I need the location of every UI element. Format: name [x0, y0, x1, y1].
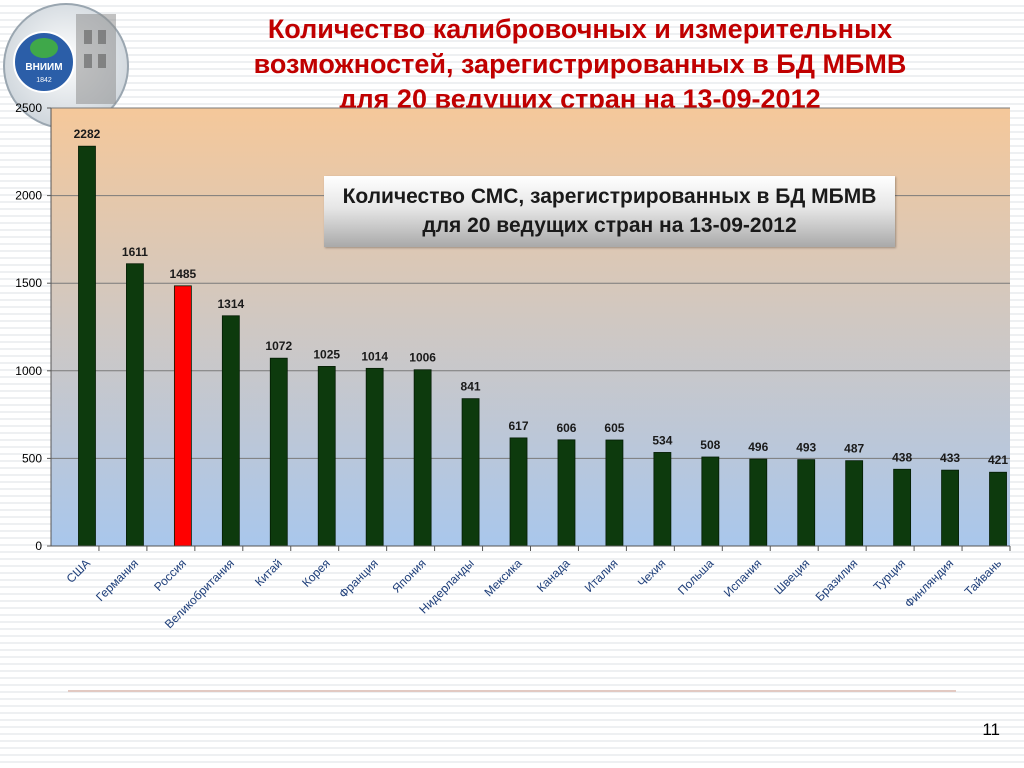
bar-17 — [845, 460, 864, 547]
data-label: 2282 — [74, 127, 101, 141]
bar-6 — [317, 366, 336, 547]
bar-7 — [365, 367, 384, 547]
data-label: 1314 — [217, 297, 244, 311]
x-tick-label: Бразилия — [813, 556, 861, 604]
data-label: 617 — [509, 419, 529, 433]
chart-title: Количество СМС, зарегистрированных в БД … — [324, 176, 895, 247]
data-label: 606 — [556, 421, 576, 435]
bar-4 — [221, 315, 240, 547]
bar-11 — [557, 439, 576, 547]
logo-text: ВНИИМ — [25, 62, 62, 73]
x-tick-label: Польша — [675, 556, 717, 598]
y-tick-label: 1500 — [15, 276, 42, 290]
x-tick-label: Корея — [299, 556, 333, 590]
x-tick-label: Турция — [871, 556, 909, 594]
data-label: 421 — [988, 453, 1008, 467]
bar-14 — [701, 456, 720, 547]
data-label: 1611 — [122, 245, 148, 259]
data-label: 433 — [940, 451, 960, 465]
data-label: 1006 — [409, 351, 436, 365]
x-tick-label: Япония — [389, 556, 428, 595]
data-label: 496 — [748, 440, 768, 454]
bar-15 — [749, 458, 768, 547]
page-number: 11 — [982, 720, 1000, 739]
bar-16 — [797, 459, 816, 547]
bar-2 — [126, 263, 144, 547]
x-tick-label: США — [64, 556, 93, 585]
x-tick-label: Испания — [721, 556, 765, 600]
y-tick-label: 1000 — [15, 364, 42, 378]
bar-13 — [653, 452, 672, 547]
x-tick-label: Китай — [252, 556, 285, 589]
y-tick-label: 500 — [22, 451, 42, 465]
bar-8 — [413, 369, 432, 547]
data-label: 1025 — [313, 347, 340, 361]
x-tick-label: Канада — [534, 556, 573, 595]
data-label: 438 — [892, 450, 912, 464]
data-label: 605 — [604, 421, 624, 435]
x-tick-label: Мексика — [481, 556, 524, 599]
vniim-logo: ВНИИМ 1842 — [3, 3, 129, 129]
bar-3 — [173, 285, 192, 547]
bar-5 — [269, 357, 288, 547]
x-tick-label: Швеция — [771, 556, 812, 597]
bar-12 — [605, 439, 624, 547]
x-tick-label: Чехия — [635, 556, 669, 590]
y-tick-label: 2500 — [15, 101, 42, 115]
x-tick-label: Россия — [151, 556, 189, 594]
data-label: 841 — [461, 380, 481, 394]
y-tick-label: 2000 — [15, 189, 42, 203]
bar-1 — [78, 145, 96, 547]
bar-19 — [941, 469, 959, 547]
divider-line — [68, 690, 956, 692]
plot-area — [51, 108, 1010, 546]
data-label: 508 — [700, 438, 720, 452]
y-tick-label: 0 — [35, 539, 42, 553]
x-tick-label: Германия — [93, 556, 141, 604]
data-label: 1072 — [265, 339, 292, 353]
data-label: 1014 — [361, 349, 388, 363]
data-label: 1485 — [170, 267, 197, 281]
data-label: 487 — [844, 442, 864, 456]
x-tick-label: Франция — [336, 556, 381, 601]
bar-9 — [461, 398, 480, 547]
x-tick-label: Италия — [582, 556, 621, 595]
x-tick-label: Финляндия — [902, 556, 956, 610]
data-label: 493 — [796, 441, 816, 455]
data-label: 534 — [652, 433, 672, 447]
logo-year: 1842 — [36, 77, 52, 84]
bar-10 — [509, 437, 528, 547]
bar-18 — [893, 468, 912, 547]
bar-20 — [989, 471, 1007, 547]
x-tick-label: Тайвань — [962, 556, 1004, 598]
